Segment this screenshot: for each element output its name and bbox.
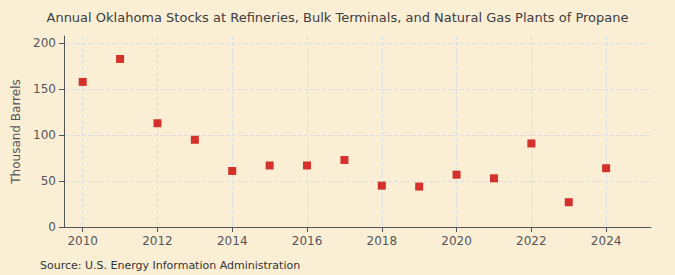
svg-text:Thousand Barrels: Thousand Barrels xyxy=(9,79,23,184)
svg-text:2022: 2022 xyxy=(516,234,547,248)
svg-text:0: 0 xyxy=(48,220,56,234)
svg-text:2016: 2016 xyxy=(292,234,323,248)
svg-text:100: 100 xyxy=(33,128,56,142)
svg-text:150: 150 xyxy=(33,82,56,96)
svg-text:2010: 2010 xyxy=(67,234,98,248)
svg-text:2014: 2014 xyxy=(217,234,248,248)
svg-text:50: 50 xyxy=(41,174,56,188)
svg-text:2012: 2012 xyxy=(142,234,173,248)
svg-text:Annual Oklahoma Stocks at Refi: Annual Oklahoma Stocks at Refineries, Bu… xyxy=(47,10,629,25)
svg-text:200: 200 xyxy=(33,36,56,50)
svg-text:Source: U.S. Energy Informatio: Source: U.S. Energy Information Administ… xyxy=(40,259,300,272)
svg-text:2020: 2020 xyxy=(441,234,472,248)
svg-text:2018: 2018 xyxy=(367,234,398,248)
svg-text:2024: 2024 xyxy=(591,234,622,248)
